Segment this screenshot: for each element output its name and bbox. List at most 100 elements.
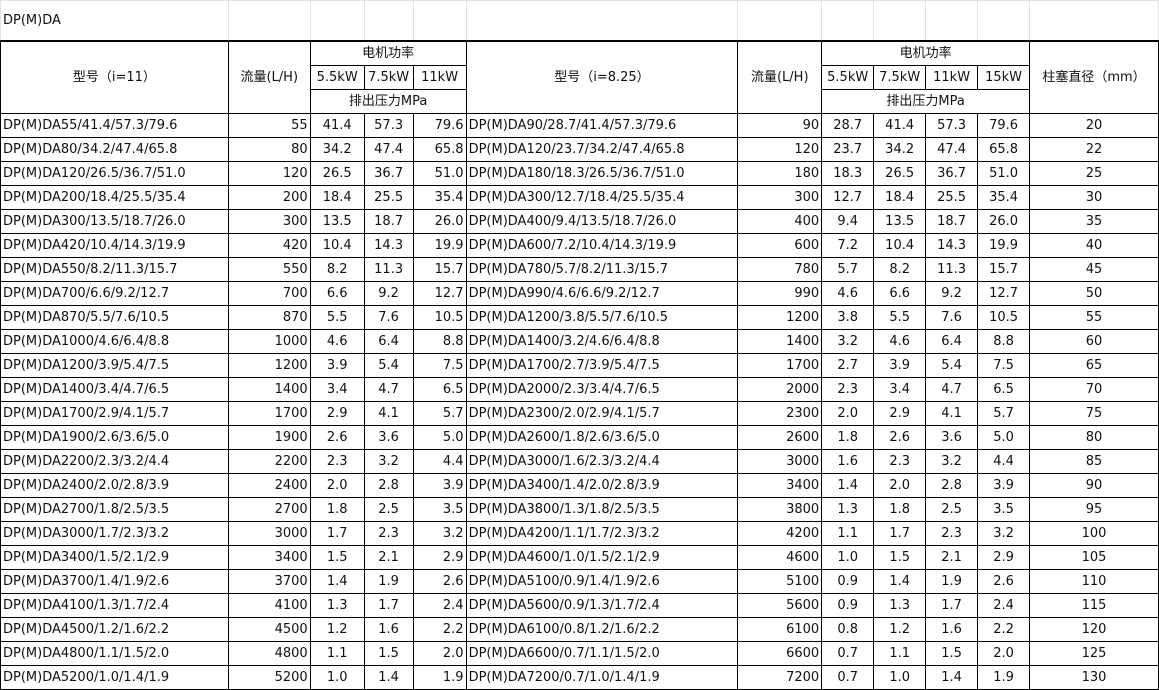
- cell-plunger-diameter[interactable]: 22: [1029, 137, 1159, 162]
- header-model-left[interactable]: 型号（i=11）: [0, 40, 229, 114]
- cell-model-right[interactable]: DP(M)DA600/7.2/10.4/14.3/19.9: [465, 233, 739, 258]
- cell-pressure-11kw-right[interactable]: 14.3: [925, 233, 979, 258]
- cell-pressure-5-5kw-right[interactable]: 2.3: [821, 377, 875, 402]
- cell-model-left[interactable]: DP(M)DA55/41.4/57.3/79.6: [0, 113, 229, 138]
- cell-model-left[interactable]: DP(M)DA2700/1.8/2.5/3.5: [0, 497, 229, 522]
- cell-model-right[interactable]: DP(M)DA300/12.7/18.4/25.5/35.4: [465, 185, 739, 210]
- cell-plunger-diameter[interactable]: 50: [1029, 281, 1159, 306]
- cell-flow-right[interactable]: 5600: [737, 593, 823, 618]
- cell-model-right[interactable]: DP(M)DA120/23.7/34.2/47.4/65.8: [465, 137, 739, 162]
- cell-pressure-11kw-left[interactable]: 79.6: [412, 113, 467, 138]
- cell-pressure-5-5kw-right[interactable]: 1.3: [821, 497, 875, 522]
- cell-pressure-7-5kw-right[interactable]: 41.4: [873, 113, 927, 138]
- cell-pressure-11kw-left[interactable]: 4.4: [412, 449, 467, 474]
- cell-model-left[interactable]: DP(M)DA4500/1.2/1.6/2.2: [0, 617, 229, 642]
- cell-pressure-5-5kw-right[interactable]: 12.7: [821, 185, 875, 210]
- cell-pressure-5-5kw-left[interactable]: 1.1: [309, 641, 365, 666]
- cell-model-right[interactable]: DP(M)DA7200/0.7/1.0/1.4/1.9: [465, 665, 739, 690]
- cell-pressure-7-5kw-right[interactable]: 1.5: [873, 545, 927, 570]
- cell-pressure-5-5kw-right[interactable]: 23.7: [821, 137, 875, 162]
- cell-pressure-5-5kw-left[interactable]: 8.2: [309, 257, 365, 282]
- cell[interactable]: [977, 0, 1031, 42]
- header-motor-power-left[interactable]: 电机功率: [309, 40, 467, 66]
- cell-pressure-11kw-left[interactable]: 65.8: [412, 137, 467, 162]
- cell-pressure-11kw-left[interactable]: 51.0: [412, 161, 467, 186]
- cell-pressure-5-5kw-left[interactable]: 3.4: [309, 377, 365, 402]
- cell-model-left[interactable]: DP(M)DA550/8.2/11.3/15.7: [0, 257, 229, 282]
- cell-pressure-15kw-right[interactable]: 5.7: [977, 401, 1031, 426]
- cell-pressure-15kw-right[interactable]: 12.7: [977, 281, 1031, 306]
- cell-pressure-7-5kw-left[interactable]: 1.5: [363, 641, 414, 666]
- cell-pressure-7-5kw-right[interactable]: 1.7: [873, 521, 927, 546]
- header-flow-left[interactable]: 流量(L/H): [227, 40, 311, 114]
- cell-flow-right[interactable]: 1200: [737, 305, 823, 330]
- cell-pressure-5-5kw-left[interactable]: 2.3: [309, 449, 365, 474]
- cell-pressure-11kw-right[interactable]: 1.6: [925, 617, 979, 642]
- cell-pressure-7-5kw-left[interactable]: 7.6: [363, 305, 414, 330]
- cell-pressure-7-5kw-left[interactable]: 57.3: [363, 113, 414, 138]
- cell-flow-left[interactable]: 1900: [227, 425, 311, 450]
- cell-plunger-diameter[interactable]: 125: [1029, 641, 1159, 666]
- cell-pressure-11kw-right[interactable]: 3.2: [925, 449, 979, 474]
- cell-flow-left[interactable]: 1400: [227, 377, 311, 402]
- cell-pressure-11kw-right[interactable]: 5.4: [925, 353, 979, 378]
- cell-flow-right[interactable]: 5100: [737, 569, 823, 594]
- cell-pressure-5-5kw-right[interactable]: 1.6: [821, 449, 875, 474]
- cell-pressure-15kw-right[interactable]: 15.7: [977, 257, 1031, 282]
- cell-pressure-11kw-right[interactable]: 7.6: [925, 305, 979, 330]
- cell-pressure-11kw-left[interactable]: 7.5: [412, 353, 467, 378]
- cell-flow-left[interactable]: 2700: [227, 497, 311, 522]
- cell-flow-right[interactable]: 400: [737, 209, 823, 234]
- cell-pressure-5-5kw-left[interactable]: 1.4: [309, 569, 365, 594]
- cell-flow-left[interactable]: 1000: [227, 329, 311, 354]
- cell-pressure-11kw-right[interactable]: 1.9: [925, 569, 979, 594]
- cell-flow-left[interactable]: 1200: [227, 353, 311, 378]
- cell-pressure-5-5kw-right[interactable]: 3.8: [821, 305, 875, 330]
- cell-pressure-7-5kw-right[interactable]: 1.1: [873, 641, 927, 666]
- cell-plunger-diameter[interactable]: 60: [1029, 329, 1159, 354]
- cell-plunger-diameter[interactable]: 90: [1029, 473, 1159, 498]
- cell-pressure-7-5kw-right[interactable]: 1.8: [873, 497, 927, 522]
- cell[interactable]: [873, 0, 927, 42]
- cell-pressure-15kw-right[interactable]: 3.2: [977, 521, 1031, 546]
- cell-model-right[interactable]: DP(M)DA2000/2.3/3.4/4.7/6.5: [465, 377, 739, 402]
- cell-model-left[interactable]: DP(M)DA1200/3.9/5.4/7.5: [0, 353, 229, 378]
- cell-flow-right[interactable]: 780: [737, 257, 823, 282]
- cell-pressure-15kw-right[interactable]: 2.2: [977, 617, 1031, 642]
- header-power-right[interactable]: 15kW: [977, 65, 1031, 90]
- cell-plunger-diameter[interactable]: 85: [1029, 449, 1159, 474]
- cell-model-right[interactable]: DP(M)DA5600/0.9/1.3/1.7/2.4: [465, 593, 739, 618]
- cell-pressure-11kw-right[interactable]: 9.2: [925, 281, 979, 306]
- cell[interactable]: [821, 0, 875, 42]
- cell-pressure-11kw-left[interactable]: 3.2: [412, 521, 467, 546]
- cell-pressure-5-5kw-right[interactable]: 5.7: [821, 257, 875, 282]
- cell-model-left[interactable]: DP(M)DA420/10.4/14.3/19.9: [0, 233, 229, 258]
- cell-pressure-5-5kw-right[interactable]: 0.9: [821, 593, 875, 618]
- cell-model-left[interactable]: DP(M)DA120/26.5/36.7/51.0: [0, 161, 229, 186]
- cell-pressure-7-5kw-left[interactable]: 2.1: [363, 545, 414, 570]
- cell-pressure-5-5kw-right[interactable]: 4.6: [821, 281, 875, 306]
- cell[interactable]: [737, 0, 823, 42]
- cell-model-right[interactable]: DP(M)DA4600/1.0/1.5/2.1/2.9: [465, 545, 739, 570]
- cell-pressure-5-5kw-right[interactable]: 0.7: [821, 641, 875, 666]
- cell-pressure-7-5kw-right[interactable]: 8.2: [873, 257, 927, 282]
- cell-plunger-diameter[interactable]: 105: [1029, 545, 1159, 570]
- cell-pressure-7-5kw-left[interactable]: 1.6: [363, 617, 414, 642]
- cell-flow-right[interactable]: 3000: [737, 449, 823, 474]
- cell-flow-right[interactable]: 120: [737, 137, 823, 162]
- cell[interactable]: [309, 0, 365, 42]
- cell-flow-left[interactable]: 200: [227, 185, 311, 210]
- cell-flow-right[interactable]: 180: [737, 161, 823, 186]
- cell-flow-right[interactable]: 2600: [737, 425, 823, 450]
- cell-pressure-7-5kw-left[interactable]: 2.8: [363, 473, 414, 498]
- cell-plunger-diameter[interactable]: 45: [1029, 257, 1159, 282]
- cell-pressure-15kw-right[interactable]: 3.9: [977, 473, 1031, 498]
- cell-pressure-11kw-right[interactable]: 1.4: [925, 665, 979, 690]
- cell-plunger-diameter[interactable]: 65: [1029, 353, 1159, 378]
- cell-pressure-15kw-right[interactable]: 10.5: [977, 305, 1031, 330]
- cell-pressure-5-5kw-left[interactable]: 1.5: [309, 545, 365, 570]
- cell-pressure-7-5kw-right[interactable]: 2.6: [873, 425, 927, 450]
- cell-plunger-diameter[interactable]: 110: [1029, 569, 1159, 594]
- header-model-right[interactable]: 型号（i=8.25）: [465, 40, 739, 114]
- cell-pressure-11kw-right[interactable]: 57.3: [925, 113, 979, 138]
